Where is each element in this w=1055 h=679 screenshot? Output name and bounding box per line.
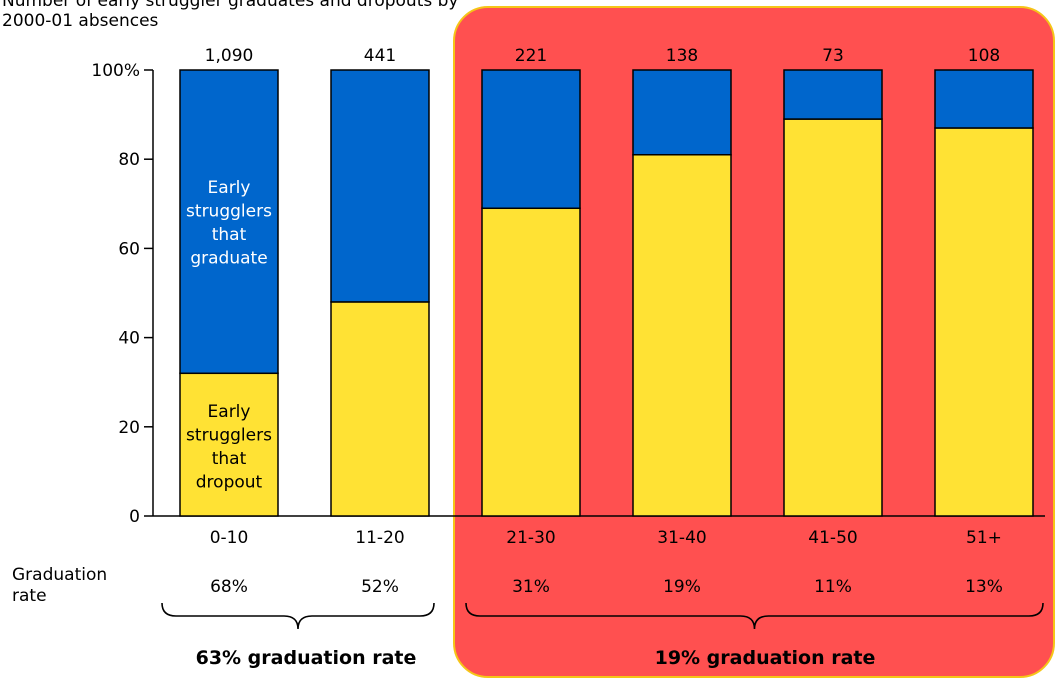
bar-dropout-segment xyxy=(783,118,883,517)
bar-graduate-segment xyxy=(783,69,883,120)
bar-dropout-segment xyxy=(632,153,732,517)
bar-dropout-segment xyxy=(481,207,581,517)
graduation-rate-value: 19% xyxy=(663,577,701,597)
x-tick-label: 0-10 xyxy=(210,528,249,548)
bar-total-label: 138 xyxy=(666,46,698,66)
bar-total-label: 441 xyxy=(364,46,396,66)
inbar-label-graduate: Early strugglers that graduate xyxy=(186,178,272,269)
bar-total-label: 108 xyxy=(968,46,1000,66)
group-label-1: 63% graduation rate xyxy=(196,647,417,669)
axes: 0 20 40 60 80 100% xyxy=(91,61,1045,527)
y-tick-label: 40 xyxy=(118,329,140,349)
bar-total-label: 1,090 xyxy=(205,46,254,66)
bars xyxy=(179,69,1034,517)
brace-group-2 xyxy=(465,602,1044,630)
bar-dropout-segment xyxy=(330,301,430,517)
bar-graduate-segment xyxy=(179,69,279,375)
group-label-2: 19% graduation rate xyxy=(655,647,876,669)
bar-graduate-segment xyxy=(481,69,581,210)
graduation-rate-label: Graduation rate xyxy=(12,565,108,606)
y-tick-label: 20 xyxy=(118,418,140,438)
x-tick-label: 11-20 xyxy=(355,528,404,548)
graduation-rate-value: 11% xyxy=(814,577,852,597)
y-tick-label: 100% xyxy=(91,61,140,81)
graduation-rate-value: 52% xyxy=(361,577,399,597)
chart-title: Number of early struggler graduates and … xyxy=(2,0,459,31)
highlight-region xyxy=(453,6,1055,678)
graduation-rate-value: 31% xyxy=(512,577,550,597)
bar-graduate-segment xyxy=(330,69,430,303)
y-tick-label: 60 xyxy=(118,239,140,259)
labels: 1,090 0-10 68% 441 11-20 52% 221 21-30 31% 138 31-… xyxy=(186,46,1003,669)
y-tick-label: 0 xyxy=(129,507,140,527)
x-tick-label: 51+ xyxy=(966,528,1002,548)
graduation-rate-value: 13% xyxy=(965,577,1003,597)
graduation-rate-value: 68% xyxy=(210,577,248,597)
bar-graduate-segment xyxy=(934,69,1034,129)
x-tick-label: 41-50 xyxy=(808,528,857,548)
bar-dropout-segment xyxy=(179,372,279,517)
x-tick-label: 31-40 xyxy=(657,528,706,548)
y-tick-label: 80 xyxy=(118,150,140,170)
x-tick-label: 21-30 xyxy=(506,528,555,548)
bar-total-label: 221 xyxy=(515,46,547,66)
bar-graduate-segment xyxy=(632,69,732,156)
braces xyxy=(161,602,1044,630)
brace-group-1 xyxy=(161,602,435,630)
inbar-label-dropout: Early strugglers that dropout xyxy=(186,402,272,493)
bar-total-label: 73 xyxy=(822,46,844,66)
bar-dropout-segment xyxy=(934,127,1034,517)
